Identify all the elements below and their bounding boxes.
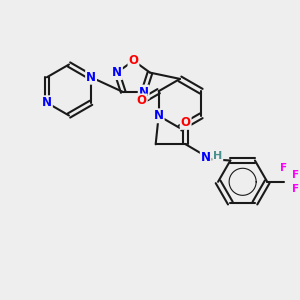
- Text: N: N: [139, 85, 149, 99]
- Text: F: F: [280, 163, 287, 173]
- Text: N: N: [86, 71, 96, 84]
- Text: N: N: [42, 96, 52, 109]
- Text: F: F: [292, 170, 299, 180]
- Text: N: N: [112, 66, 122, 79]
- Text: N: N: [201, 151, 211, 164]
- Text: O: O: [181, 116, 191, 129]
- Text: O: O: [128, 54, 139, 67]
- Text: F: F: [292, 184, 299, 194]
- Text: N: N: [154, 109, 164, 122]
- Text: H: H: [213, 151, 222, 161]
- Text: O: O: [137, 94, 147, 107]
